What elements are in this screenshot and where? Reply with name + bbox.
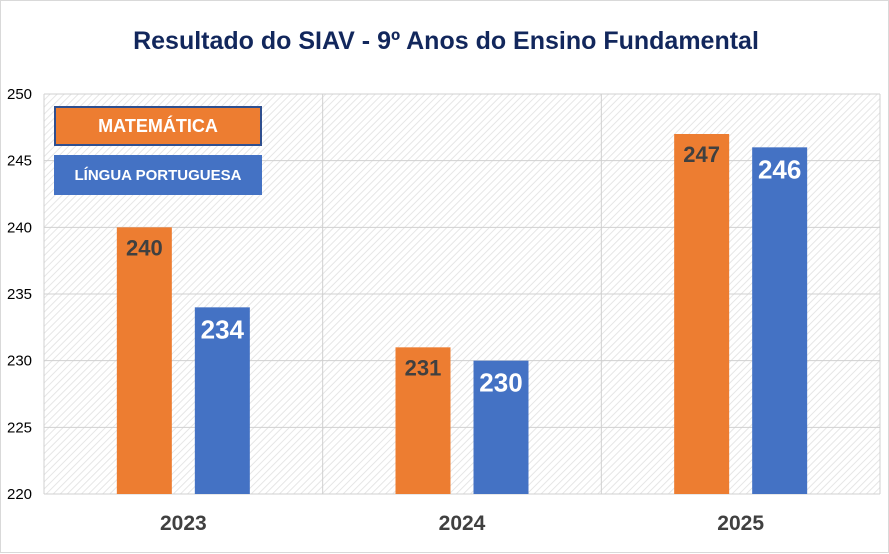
legend-label-lingua-portuguesa: LÍNGUA PORTUGUESA [74, 166, 242, 184]
y-tick-label: 240 [7, 219, 32, 236]
bar-lingua-portuguesa-2023 [194, 307, 250, 494]
x-tick-label: 2024 [439, 512, 486, 535]
bars: 240 234 231 230 247 246 [116, 134, 808, 495]
legend-item-matematica: MATEMÁTICA [54, 106, 262, 146]
gridlines [43, 93, 881, 495]
y-tick-label: 220 [7, 486, 32, 503]
bar-lingua-portuguesa-2024 [473, 360, 529, 494]
y-tick-label: 250 [7, 86, 32, 103]
x-tick-label: 2025 [717, 512, 764, 535]
legend-label-matematica: MATEMÁTICA [98, 115, 218, 136]
data-label: 246 [758, 154, 801, 184]
bar-matematica-2025 [674, 134, 730, 494]
data-label: 230 [479, 368, 522, 398]
bar-lingua-portuguesa-2025 [752, 147, 808, 495]
data-label: 234 [201, 314, 245, 344]
bar-matematica-2023 [116, 227, 172, 495]
data-label: 231 [405, 355, 442, 380]
data-label: 247 [683, 142, 720, 167]
bar-matematica-2024 [395, 347, 451, 494]
y-tick-label: 245 [7, 153, 32, 170]
axis-ticks: 220 225 230 235 240 245 250 2023 2024 2025 [7, 86, 764, 535]
x-tick-label: 2023 [160, 512, 207, 535]
legend-item-lingua-portuguesa: LÍNGUA PORTUGUESA [54, 155, 262, 195]
chart-title: Resultado do SIAV - 9º Anos do Ensino Fu… [133, 27, 759, 55]
y-tick-label: 235 [7, 286, 32, 303]
data-label: 240 [126, 235, 163, 260]
y-tick-label: 225 [7, 419, 32, 436]
y-tick-label: 230 [7, 353, 32, 370]
